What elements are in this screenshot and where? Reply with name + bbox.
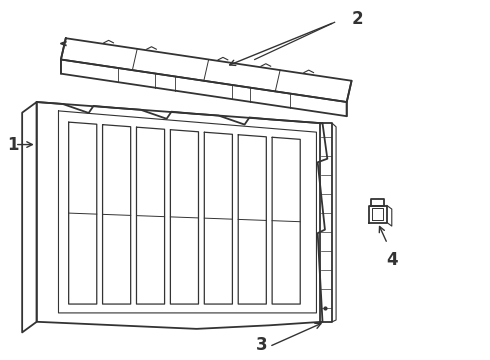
Text: 3: 3 (256, 336, 268, 354)
Text: 2: 2 (352, 10, 363, 28)
Text: 1: 1 (8, 136, 19, 154)
Text: 4: 4 (387, 251, 398, 269)
